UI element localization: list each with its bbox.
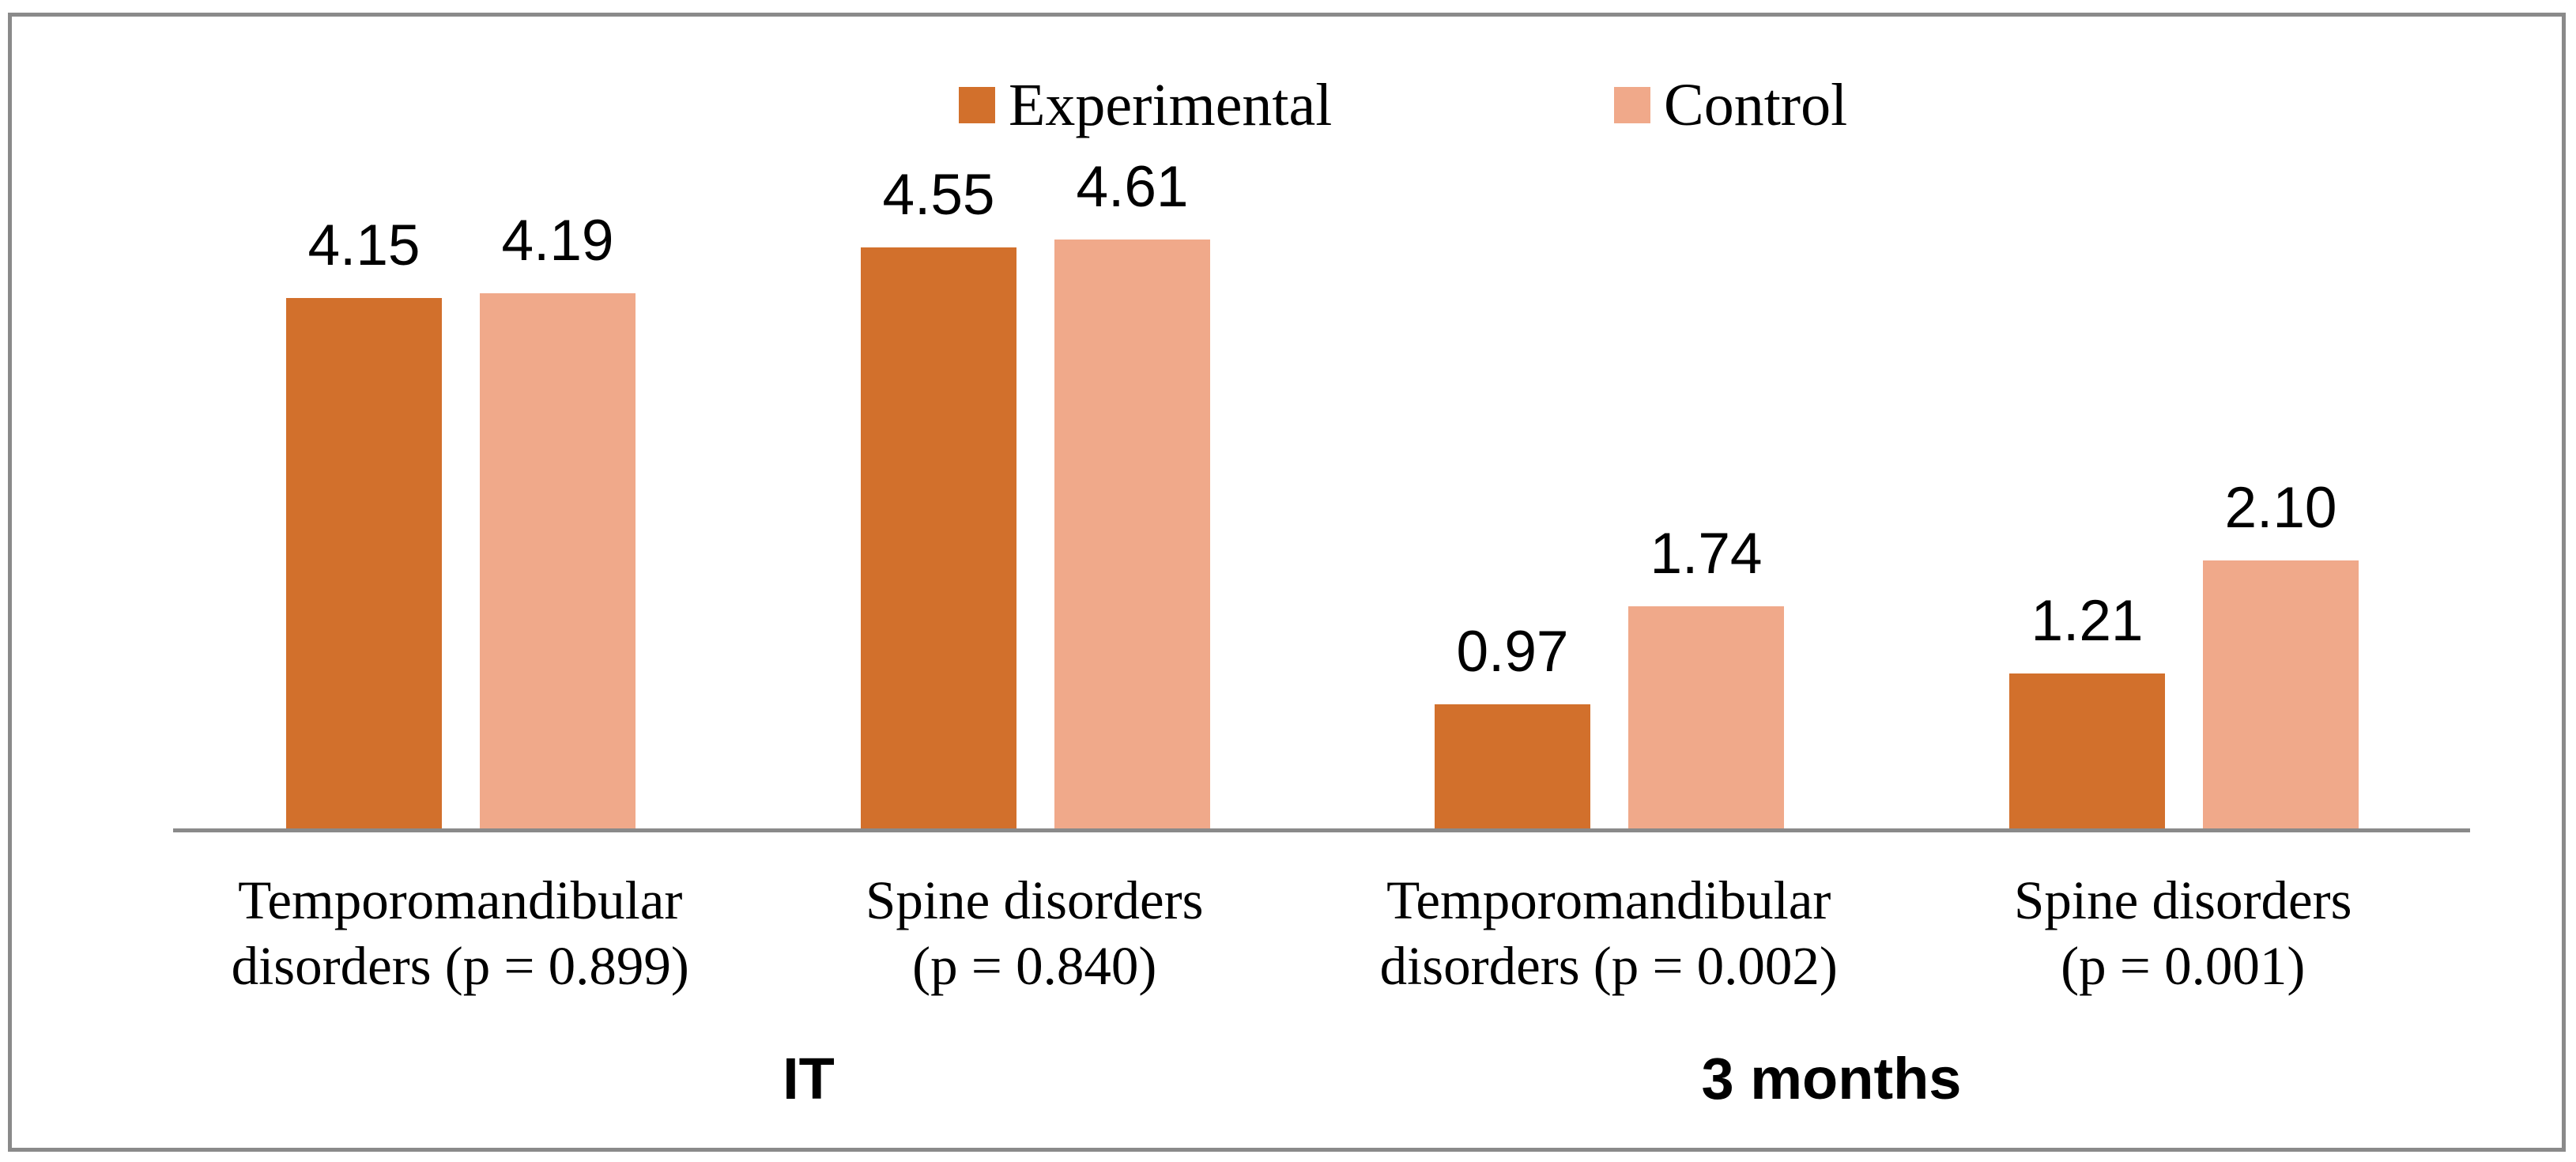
bar-control-1 <box>1054 240 1210 828</box>
chart-frame <box>8 13 2566 1152</box>
category-label-line: (p = 0.001) <box>2061 935 2306 996</box>
category-label-line: Spine disorders <box>866 870 1204 930</box>
x-axis-line <box>173 828 2470 832</box>
category-label-line: Temporomandibular <box>1386 870 1831 930</box>
value-label-control-3: 2.10 <box>2224 476 2337 540</box>
value-label-experimental-1: 4.55 <box>882 163 995 227</box>
category-label-3: Spine disorders (p = 0.001) <box>2014 868 2352 999</box>
bar-control-2 <box>1628 606 1784 828</box>
legend-item-control: Control <box>1614 73 1847 138</box>
value-label-experimental-3: 1.21 <box>2031 589 2144 653</box>
value-label-control-1: 4.61 <box>1076 155 1189 219</box>
bar-experimental-2 <box>1435 704 1590 828</box>
value-label-experimental-2: 0.97 <box>1456 620 1569 684</box>
bar-experimental-3 <box>2009 673 2165 828</box>
legend-swatch-control-icon <box>1614 87 1650 123</box>
category-label-line: Temporomandibular <box>238 870 683 930</box>
axis-group-label-it: IT <box>783 1046 835 1111</box>
legend-item-experimental: Experimental <box>959 73 1332 138</box>
category-label-line: disorders (p = 0.899) <box>231 935 689 996</box>
category-label-2: Temporomandibular disorders (p = 0.002) <box>1380 868 1838 999</box>
legend-label-control: Control <box>1664 72 1848 138</box>
axis-group-label-3-months: 3 months <box>1701 1046 1962 1111</box>
value-label-control-2: 1.74 <box>1650 522 1763 586</box>
category-label-line: disorders (p = 0.002) <box>1379 935 1838 996</box>
category-label-0: Temporomandibular disorders (p = 0.899) <box>232 868 689 999</box>
category-label-line: Spine disorders <box>2014 870 2352 930</box>
bar-experimental-0 <box>286 298 442 828</box>
legend-swatch-experimental-icon <box>959 87 995 123</box>
value-label-experimental-0: 4.15 <box>307 213 421 277</box>
legend-label-experimental: Experimental <box>1009 72 1333 138</box>
bar-experimental-1 <box>861 247 1016 828</box>
category-label-1: Spine disorders (p = 0.840) <box>866 868 1203 999</box>
bar-control-0 <box>480 293 636 828</box>
value-label-control-0: 4.19 <box>501 209 614 273</box>
category-label-line: (p = 0.840) <box>912 935 1157 996</box>
bar-control-3 <box>2203 560 2359 828</box>
